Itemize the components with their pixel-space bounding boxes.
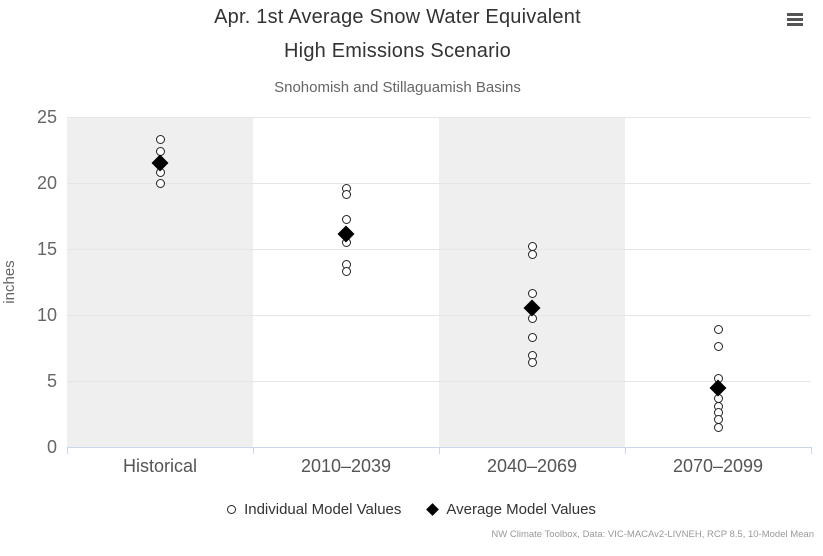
plot-area xyxy=(67,117,811,448)
x-axis-tick xyxy=(625,447,626,454)
chart-title-line1: Apr. 1st Average Snow Water Equivalent xyxy=(214,6,581,28)
y-axis-tick-label: 5 xyxy=(46,371,57,391)
diamond-marker-icon xyxy=(426,503,440,516)
individual-model-point[interactable] xyxy=(341,190,351,200)
individual-model-point[interactable] xyxy=(341,215,351,225)
y-axis-tick-label: 25 xyxy=(36,107,57,127)
x-axis-labels: Historical 2010–2039 2040–2069 2070–2099 xyxy=(67,456,811,477)
gridline xyxy=(67,183,811,184)
y-axis-tick-label: 20 xyxy=(36,173,57,193)
legend-item[interactable]: Individual Model Values xyxy=(227,501,401,518)
x-axis-category-label: 2010–2039 xyxy=(300,456,392,476)
individual-model-point[interactable] xyxy=(527,289,537,299)
chart-subtitle: Snohomish and Stillaguamish Basins xyxy=(274,79,521,96)
legend-item-label: Individual Model Values xyxy=(244,501,402,518)
x-axis-tick xyxy=(253,447,254,454)
gridline xyxy=(67,315,811,316)
gridline xyxy=(67,117,811,118)
individual-model-point[interactable] xyxy=(713,325,723,335)
individual-model-point[interactable] xyxy=(713,422,723,432)
x-axis-tick xyxy=(67,447,68,454)
x-axis-category-label: 2070–2099 xyxy=(672,456,764,476)
gridline xyxy=(67,381,811,382)
chart-title-line2: High Emissions Scenario xyxy=(284,40,511,62)
x-axis-tick xyxy=(811,447,812,454)
y-axis-tick-label: 10 xyxy=(36,305,57,325)
individual-model-point[interactable] xyxy=(527,332,537,342)
x-axis-tick xyxy=(439,447,440,454)
individual-model-point[interactable] xyxy=(155,178,165,188)
x-axis-ticks xyxy=(67,447,812,454)
individual-model-point[interactable] xyxy=(155,134,165,144)
legend: Individual Model Values Average Model Val… xyxy=(0,501,823,518)
individual-model-point[interactable] xyxy=(527,358,537,368)
y-axis-tick-label: 0 xyxy=(46,437,57,457)
credits-link[interactable]: NW Climate Toolbox, Data: VIC-MACAv2-LIV… xyxy=(491,529,814,540)
circle-marker-icon xyxy=(227,505,237,514)
legend-item[interactable]: Average Model Values xyxy=(426,501,596,518)
x-axis-category-label: Historical xyxy=(122,456,197,476)
y-axis-tick-label: 15 xyxy=(36,239,57,259)
y-axis-labels: 0 5 10 15 20 25 xyxy=(0,107,57,457)
individual-model-point[interactable] xyxy=(341,266,351,276)
chart-context-menu-button[interactable] xyxy=(783,9,807,29)
individual-model-point[interactable] xyxy=(527,249,537,259)
individual-model-point[interactable] xyxy=(713,342,723,352)
plot-band xyxy=(439,117,625,447)
x-axis-category-label: 2040–2069 xyxy=(486,456,578,476)
gridline xyxy=(67,249,811,250)
hamburger-icon xyxy=(783,12,807,26)
average-model-point[interactable] xyxy=(337,225,355,243)
legend-item-label: Average Model Values xyxy=(446,501,596,518)
